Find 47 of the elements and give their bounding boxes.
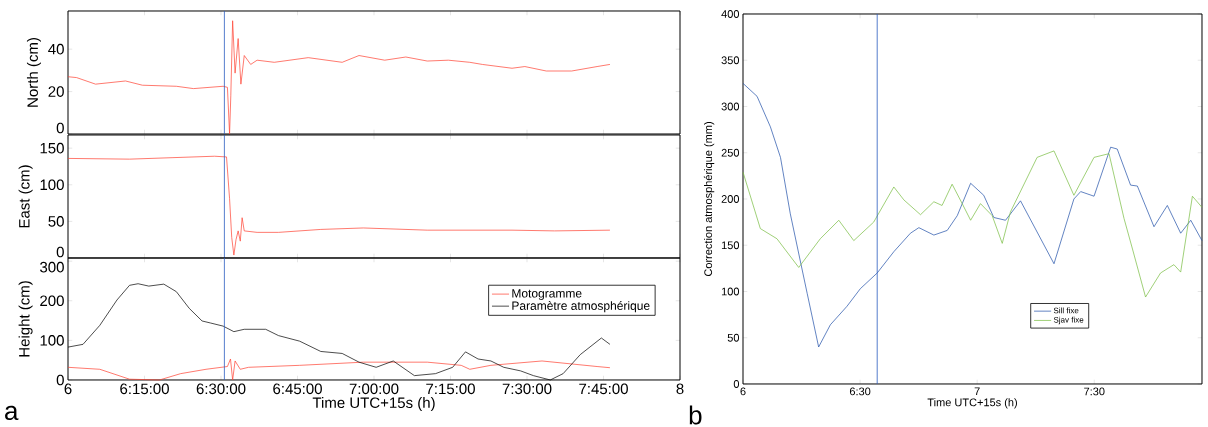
line-series xyxy=(742,150,1203,298)
x-tick-label: 7:45:00 xyxy=(579,383,628,395)
x-tick-label: 6 xyxy=(740,387,746,396)
legend-label: Motogramme xyxy=(512,289,582,300)
x-tick-label: 6 xyxy=(64,383,72,395)
y-tick-label: 40 xyxy=(48,43,64,55)
y-tick-label: 0 xyxy=(733,380,740,388)
y-axis-title: North (cm) xyxy=(26,38,41,107)
y-axis-title: East (cm) xyxy=(18,165,33,228)
x-tick-label: 7:30 xyxy=(1084,387,1105,396)
text: a xyxy=(5,405,19,421)
y-axis-title: Correction atmosphérique (mm) xyxy=(703,122,715,277)
line-series xyxy=(742,83,1203,348)
y-tick-label: 150 xyxy=(721,241,740,250)
y-tick-label: 50 xyxy=(48,216,64,227)
x-tick-label: 6:30:00 xyxy=(196,383,246,395)
legend-label: Sill fixe xyxy=(1053,307,1079,314)
x-tick-label: 6:30 xyxy=(849,387,871,396)
y-axis-title: Height (cm) xyxy=(18,281,33,357)
x-tick-label: 6:15:00 xyxy=(120,383,169,395)
y-tick-label: 150 xyxy=(40,142,64,154)
y-tick-label: 350 xyxy=(721,56,740,65)
x-tick-label: 7:00:00 xyxy=(349,383,399,395)
y-tick-label: 0 xyxy=(56,374,64,386)
x-tick-label: 7:15:00 xyxy=(426,383,475,395)
y-tick-label: 300 xyxy=(40,261,64,273)
x-tick-label: 8 xyxy=(676,383,684,395)
x-tick-label: 7:30:00 xyxy=(502,383,552,395)
x-tick-label: 6:45:00 xyxy=(273,383,322,395)
y-tick-label: 300 xyxy=(721,102,740,111)
y-tick-label: 0 xyxy=(56,246,64,258)
x-axis-title: Time UTC+15s (h) xyxy=(312,397,435,411)
legend-label: Sjav fixe xyxy=(1053,316,1084,325)
y-tick-label: 100 xyxy=(40,335,64,346)
x-axis-title: Time UTC+15s (h) xyxy=(927,398,1017,409)
y-tick-label: 100 xyxy=(721,287,740,296)
legend-label: Paramètre atmosphérique xyxy=(512,300,650,313)
x-tick-label: 7 xyxy=(974,387,980,396)
text: b xyxy=(689,405,702,425)
y-tick-label: 100 xyxy=(40,179,64,191)
y-tick-label: 200 xyxy=(721,195,740,203)
y-tick-label: 400 xyxy=(721,10,740,18)
y-tick-label: 250 xyxy=(721,148,740,157)
y-tick-label: 200 xyxy=(40,295,64,307)
y-tick-label: 0 xyxy=(56,122,64,134)
y-tick-label: 50 xyxy=(727,333,740,342)
y-tick-label: 20 xyxy=(48,86,64,97)
